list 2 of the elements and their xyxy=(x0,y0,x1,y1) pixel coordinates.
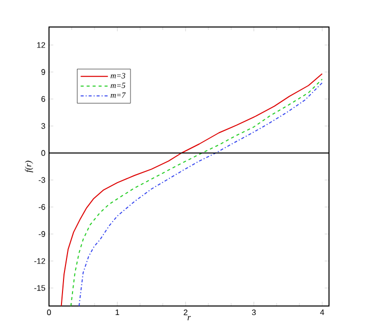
x-axis-title: r xyxy=(188,316,191,320)
y-axis-title: f(r) xyxy=(24,160,34,172)
